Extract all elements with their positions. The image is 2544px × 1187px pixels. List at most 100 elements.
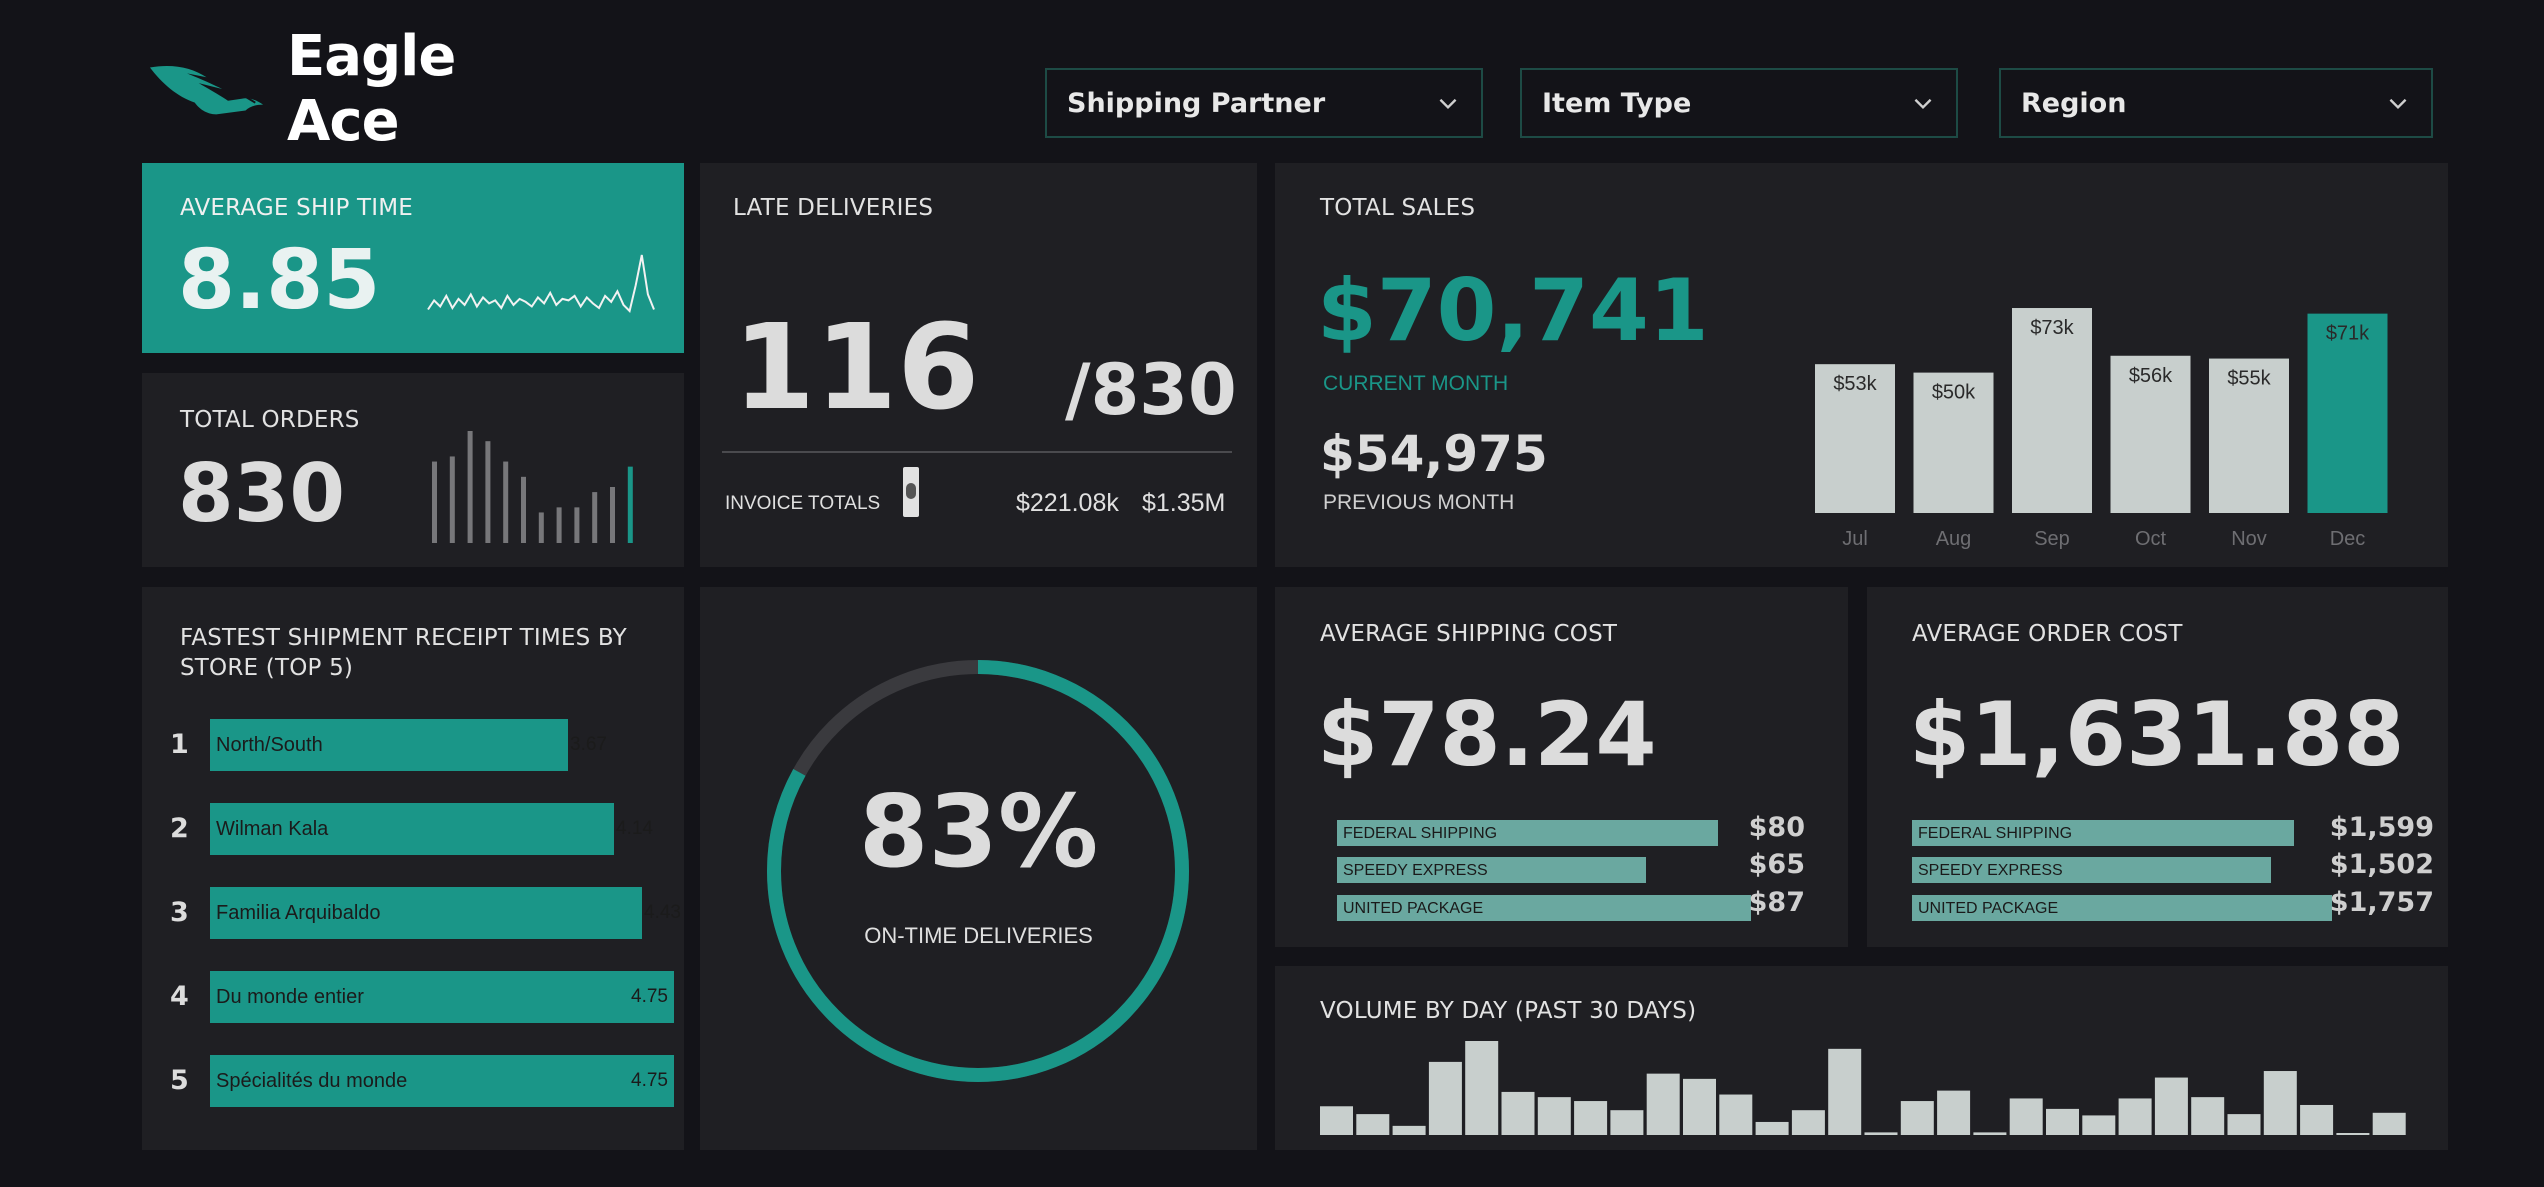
cost-bar[interactable]: FEDERAL SHIPPING — [1912, 820, 2294, 846]
on-time-card: 83% ON-TIME DELIVERIES — [700, 587, 1257, 1150]
carrier-name: UNITED PACKAGE — [1343, 900, 1484, 917]
carrier-name: SPEEDY EXPRESS — [1343, 862, 1488, 879]
volume-bar[interactable] — [1864, 1132, 1898, 1135]
brand-logo: Eagle Ace — [148, 24, 578, 154]
store-name: Du monde entier — [216, 986, 364, 1008]
late-deliveries-value: 116 — [733, 298, 980, 436]
cost-bar[interactable]: FEDERAL SHIPPING — [1337, 820, 1718, 846]
sales-bar-label: $50k — [1932, 382, 1976, 404]
store-bar[interactable]: North/South 3.67 — [210, 719, 607, 771]
volume-by-day-chart — [1320, 1041, 2406, 1135]
volume-bar[interactable] — [2372, 1112, 2406, 1135]
store-bar[interactable]: Du monde entier 4.75 — [210, 971, 674, 1023]
card-title: TOTAL SALES — [1320, 195, 1476, 221]
volume-bar[interactable] — [2082, 1115, 2116, 1135]
carrier-name: UNITED PACKAGE — [1918, 900, 2059, 917]
average-order-cost-card: AVERAGE ORDER COST $1,631.88 FEDERAL SHI… — [1867, 587, 2448, 947]
filter-item-type[interactable]: Item Type — [1520, 68, 1958, 138]
volume-bar[interactable] — [1973, 1132, 2007, 1135]
chevron-down-icon — [2389, 98, 2407, 110]
sales-bar[interactable] — [2209, 358, 2289, 513]
volume-bar[interactable] — [2118, 1098, 2152, 1135]
volume-bar[interactable] — [2300, 1104, 2334, 1135]
volume-bar[interactable] — [1755, 1121, 1789, 1135]
store-value: 4.75 — [631, 986, 668, 1007]
volume-bar[interactable] — [1828, 1048, 1862, 1135]
volume-bar[interactable] — [1683, 1078, 1716, 1135]
orders-sparkbar — [449, 456, 455, 543]
sales-bar-label: $55k — [2227, 368, 2271, 390]
sales-bar[interactable] — [2110, 355, 2191, 513]
volume-bar[interactable] — [2009, 1098, 2043, 1135]
filter-shipping-partner[interactable]: Shipping Partner — [1045, 68, 1483, 138]
carrier-cost-value: $1,599 — [2329, 812, 2434, 843]
store-value: 4.43 — [644, 902, 681, 923]
invoice-total-value: $1.35M — [1142, 489, 1226, 517]
sales-bar-label: $53k — [1833, 373, 1877, 395]
current-month-label: CURRENT MONTH — [1323, 372, 1509, 395]
volume-bar[interactable] — [2336, 1133, 2370, 1135]
volume-bar[interactable] — [1719, 1094, 1753, 1135]
on-time-percent: 83% — [858, 773, 1099, 890]
orders-sparkbar — [467, 431, 473, 543]
volume-bar[interactable] — [1356, 1114, 1390, 1135]
volume-bar[interactable] — [1646, 1073, 1680, 1135]
orders-sparkbar — [485, 441, 491, 543]
average-ship-time-value: 8.85 — [178, 233, 381, 328]
volume-bar[interactable] — [2046, 1108, 2079, 1135]
brand-name: Eagle Ace — [287, 24, 456, 154]
volume-bar[interactable] — [2191, 1097, 2225, 1135]
divider — [722, 451, 1232, 453]
volume-bar[interactable] — [1937, 1090, 1971, 1135]
store-bar[interactable]: Familia Arquibaldo 4.43 — [210, 887, 681, 939]
cost-bar[interactable]: UNITED PACKAGE — [1337, 895, 1751, 921]
invoice-late-value: $221.08k — [1016, 489, 1119, 517]
volume-bar[interactable] — [2263, 1071, 2297, 1135]
volume-bar[interactable] — [1791, 1110, 1825, 1135]
month-tick-label: Oct — [2135, 528, 2167, 550]
volume-bar[interactable] — [1465, 1041, 1499, 1135]
cost-bar[interactable]: UNITED PACKAGE — [1912, 895, 2332, 921]
carrier-cost-value: $1,757 — [2329, 887, 2434, 918]
average-order-cost-value: $1,631.88 — [1909, 683, 2405, 786]
rank-number: 5 — [170, 1065, 189, 1096]
rank-number: 1 — [170, 729, 189, 760]
cost-bar[interactable]: SPEEDY EXPRESS — [1337, 857, 1646, 883]
card-title: AVERAGE SHIP TIME — [180, 195, 414, 221]
volume-bar[interactable] — [2154, 1077, 2188, 1135]
carrier-cost-value: $1,502 — [2329, 849, 2434, 880]
store-bar[interactable]: Spécialités du monde 4.75 — [210, 1055, 674, 1107]
invoice-toggle[interactable] — [903, 467, 919, 517]
store-name: Spécialités du monde — [216, 1070, 408, 1092]
volume-bar[interactable] — [1537, 1097, 1571, 1135]
on-time-donut — [767, 660, 1189, 1082]
rank-number: 4 — [170, 981, 189, 1012]
volume-bar[interactable] — [1574, 1101, 1608, 1135]
volume-bar[interactable] — [1392, 1125, 1426, 1135]
filter-region[interactable]: Region — [1999, 68, 2433, 138]
filter-label: Region — [2021, 87, 2127, 119]
cost-bar[interactable]: SPEEDY EXPRESS — [1912, 857, 2271, 883]
sales-bar[interactable] — [1913, 372, 1994, 513]
volume-bar[interactable] — [1428, 1061, 1462, 1135]
sales-bar[interactable] — [2307, 313, 2388, 513]
ship-time-sparkline — [427, 254, 655, 313]
late-deliveries-total: /830 — [1065, 349, 1237, 431]
orders-sparkbar — [538, 512, 544, 543]
volume-bar[interactable] — [1900, 1101, 1934, 1135]
carrier-name: FEDERAL SHIPPING — [1343, 825, 1498, 842]
sales-bar[interactable] — [2012, 308, 2092, 513]
eagle-logo-icon — [149, 66, 264, 115]
store-bar[interactable]: Wilman Kala 4.14 — [210, 803, 653, 855]
card-title: LATE DELIVERIES — [733, 195, 934, 221]
store-value: 3.67 — [570, 734, 607, 755]
volume-bar[interactable] — [1610, 1110, 1644, 1135]
volume-bar[interactable] — [1501, 1091, 1535, 1135]
orders-sparkbar — [592, 492, 598, 543]
volume-bar[interactable] — [1320, 1106, 1353, 1135]
sales-bar[interactable] — [1815, 364, 1895, 513]
volume-bar[interactable] — [2227, 1114, 2261, 1135]
month-tick-label: Sep — [2034, 528, 2070, 550]
on-time-label: ON-TIME DELIVERIES — [864, 923, 1093, 948]
orders-sparkbar — [503, 461, 509, 543]
